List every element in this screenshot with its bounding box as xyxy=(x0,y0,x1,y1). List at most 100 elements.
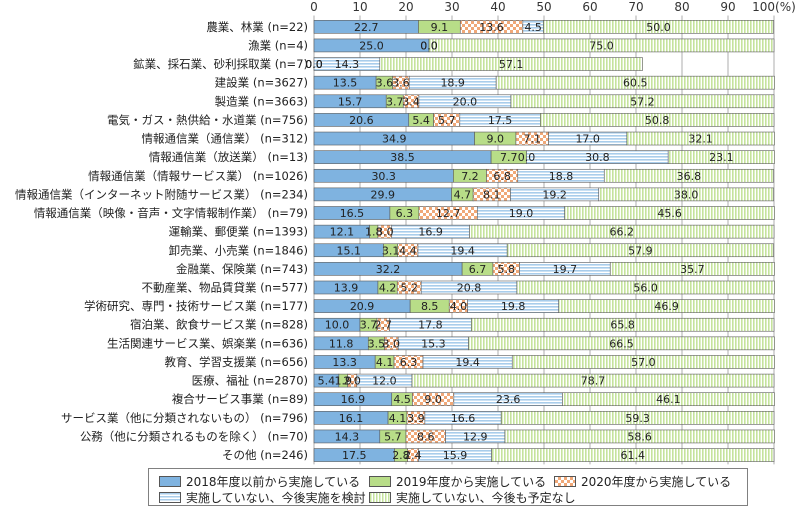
data-label: 3.5 xyxy=(368,337,386,350)
data-labels: 22.7 9.1 13.6 4.5 50.025.0 0.00.0 75.00.00.00.… xyxy=(305,21,733,462)
category-label: 情報通信業（映像・音声・文字情報制作業） (n=79) xyxy=(34,206,308,220)
data-label: 30.3 xyxy=(371,170,396,183)
data-label: 2.0 xyxy=(343,375,361,388)
bar-segment xyxy=(491,448,775,462)
legend-item-2019: 2019年度から実施している xyxy=(369,473,546,490)
data-label: 13.6 xyxy=(479,21,504,34)
data-label: 13.3 xyxy=(332,356,357,369)
bars xyxy=(313,20,775,462)
data-label: 35.7 xyxy=(680,263,705,276)
data-label: 59.3 xyxy=(625,412,650,425)
data-label: 2.8 xyxy=(392,449,410,462)
data-label: 45.6 xyxy=(657,207,682,220)
data-label: 3.1 xyxy=(382,244,400,257)
data-label: 5.7 xyxy=(384,430,402,443)
data-label: 12.9 xyxy=(463,430,488,443)
data-label: 0.0 xyxy=(518,151,536,164)
x-tick-label: 40 xyxy=(490,0,505,14)
data-label: 6.8 xyxy=(493,170,511,183)
data-label: 5.4 xyxy=(318,375,336,388)
data-label: 0.0 xyxy=(420,39,438,52)
data-label: 16.9 xyxy=(341,393,366,406)
category-label: 教育、学習支援業 (n=656) xyxy=(164,355,308,369)
data-label: 18.9 xyxy=(440,77,465,90)
category-label: その他 (n=246) xyxy=(222,448,308,462)
bar-segment xyxy=(428,38,775,53)
data-label: 20.9 xyxy=(350,300,375,313)
bar-segment xyxy=(469,224,775,239)
data-label: 11.8 xyxy=(329,337,354,350)
data-label: 16.6 xyxy=(451,412,476,425)
data-label: 17.0 xyxy=(575,133,600,146)
category-label: 漁業 (n=4) xyxy=(248,38,308,52)
data-label: 57.9 xyxy=(628,244,653,257)
bar-segment xyxy=(562,392,775,407)
data-label: 7.1 xyxy=(524,133,542,146)
data-label: 13.9 xyxy=(334,281,359,294)
bar-segment xyxy=(495,75,775,90)
data-label: 16.9 xyxy=(418,226,443,239)
category-label: 卸売業、小売業 (n=1846) xyxy=(169,243,308,257)
category-label: 情報通信業（通信業） (n=312) xyxy=(141,132,308,146)
data-label: 20.0 xyxy=(453,95,478,108)
bar-segment xyxy=(411,373,775,388)
category-label: 情報通信業（インターネット附随サービス業） (n=234) xyxy=(15,187,308,201)
x-tick-label: 90 xyxy=(720,0,735,14)
bar-segment xyxy=(500,411,775,425)
bar-segment xyxy=(626,131,775,146)
data-label: 17.5 xyxy=(342,449,367,462)
bar-segment xyxy=(558,299,775,313)
data-label: 7.7 xyxy=(500,151,518,164)
x-tick-label: 70 xyxy=(628,0,643,14)
data-label: 36.8 xyxy=(677,170,702,183)
x-tick-label: 20 xyxy=(398,0,413,14)
data-label: 5.2 xyxy=(400,281,418,294)
data-label: 23.6 xyxy=(496,393,521,406)
data-label: 29.9 xyxy=(371,188,396,201)
data-label: 15.9 xyxy=(443,449,468,462)
bar-segment xyxy=(598,187,774,202)
data-label: 34.9 xyxy=(382,133,407,146)
legend-item-2020: 2020年度から実施している xyxy=(554,473,731,490)
data-label: 3.9 xyxy=(407,412,425,425)
legend-label: 実施していない、今後も予定なし xyxy=(396,491,576,505)
data-label: 3.4 xyxy=(402,95,420,108)
bar-segment xyxy=(516,280,775,295)
legend-label: 実施していない、今後実施を検討 xyxy=(186,491,366,505)
data-label: 13.5 xyxy=(333,77,358,90)
data-label: 57.2 xyxy=(630,95,655,108)
data-label: 38.5 xyxy=(390,151,415,164)
data-label: 57.1 xyxy=(499,58,524,71)
data-label: 38.0 xyxy=(674,188,699,201)
x-tick-label: 100(%) xyxy=(752,0,796,14)
data-label: 32.2 xyxy=(376,263,401,276)
data-label: 25.0 xyxy=(359,39,384,52)
legend-item-none: 実施していない、今後も予定なし xyxy=(369,489,576,506)
data-label: 20.8 xyxy=(457,281,482,294)
data-label: 4.1 xyxy=(389,412,407,425)
data-label: 2.7 xyxy=(374,319,392,332)
data-label: 78.7 xyxy=(581,375,606,388)
gridlines xyxy=(313,15,775,465)
data-label: 7.2 xyxy=(461,170,479,183)
data-label: 3.0 xyxy=(376,226,394,239)
category-label: 金融業、保険業 (n=743) xyxy=(176,262,308,276)
data-label: 0.0 xyxy=(420,39,438,52)
category-label: 運輸業、郵便業 (n=1393) xyxy=(169,225,308,239)
data-label: 57.0 xyxy=(631,356,656,369)
data-label: 75.0 xyxy=(589,39,614,52)
category-label: 複合サービス事業 (n=89) xyxy=(172,392,308,406)
data-label: 15.3 xyxy=(421,337,446,350)
data-label: 50.8 xyxy=(645,114,670,127)
legend-item-consider: 実施していない、今後実施を検討 xyxy=(159,489,366,506)
legend-swatch xyxy=(554,476,576,487)
data-label: 9.0 xyxy=(486,133,504,146)
data-label: 30.8 xyxy=(585,151,610,164)
data-label: 0.0 xyxy=(305,58,323,71)
data-label: 3.6 xyxy=(376,77,394,90)
legend: 2018年度以前から実施している 2019年度から実施している 2020年度から… xyxy=(148,468,748,506)
data-label: 4.4 xyxy=(399,244,417,257)
data-label: 4.5 xyxy=(393,393,411,406)
data-label: 19.8 xyxy=(501,300,526,313)
data-label: 16.5 xyxy=(340,207,365,220)
